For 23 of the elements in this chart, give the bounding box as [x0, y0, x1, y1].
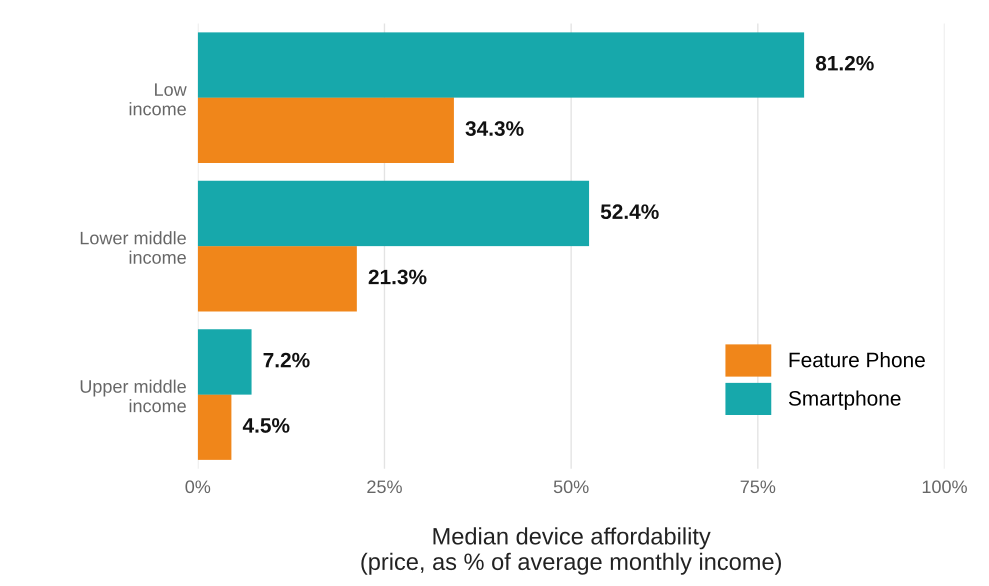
data-label: 34.3%: [466, 121, 524, 136]
bar: [198, 394, 232, 460]
legend-label: Smartphone: [788, 390, 900, 410]
y-tick-label: Lower middle income: [80, 231, 186, 264]
x-tick-label: 75%: [740, 480, 776, 494]
bar: [198, 246, 357, 312]
data-label: 52.4%: [600, 204, 659, 220]
legend-label: Feature Phone: [790, 352, 925, 368]
bar: [198, 329, 252, 395]
bar: [198, 32, 804, 98]
bar: [198, 98, 454, 163]
x-axis-title: Median device affordability (price, as % of average monthly income): [361, 527, 781, 575]
data-label: 7.2%: [264, 352, 310, 368]
x-tick-label: 100%: [922, 480, 967, 494]
x-tick-label: 0%: [185, 480, 210, 494]
bar: [198, 180, 590, 246]
x-tick-label: 50%: [554, 480, 589, 494]
data-label: 81.2%: [816, 56, 874, 71]
x-tick-label: 25%: [367, 480, 402, 494]
data-label: 21.3%: [368, 270, 426, 284]
y-tick-label: Low income: [130, 83, 187, 116]
y-tick-label: Upper middle income: [80, 380, 186, 412]
data-label: 4.5%: [242, 418, 290, 433]
